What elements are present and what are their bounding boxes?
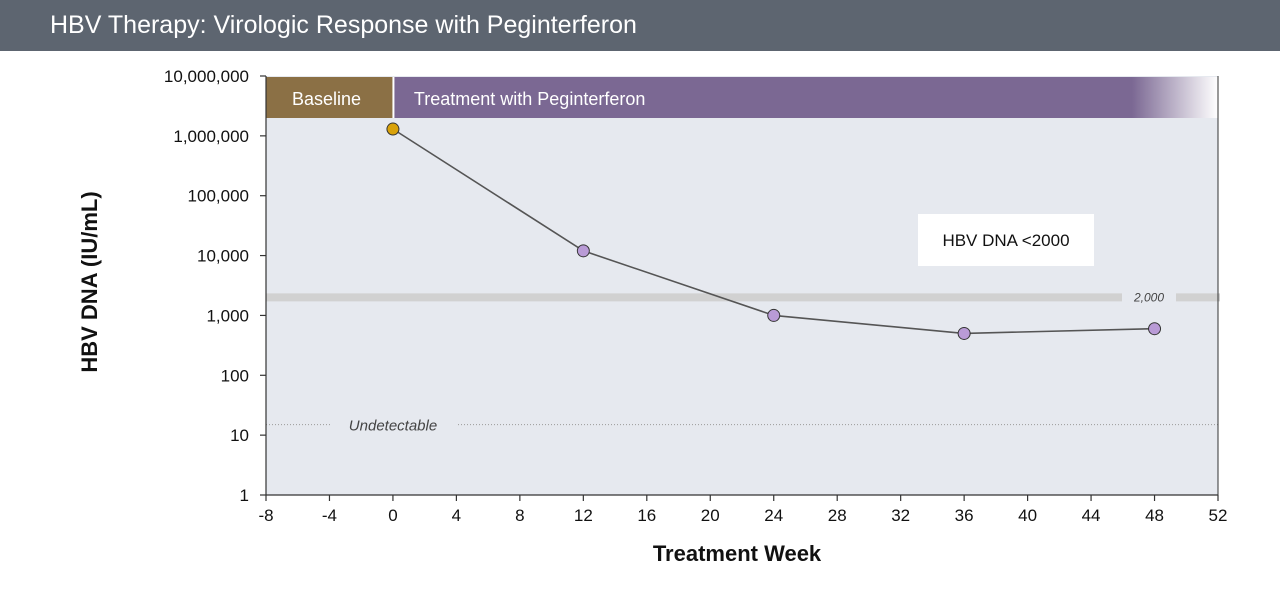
undetectable-label: Undetectable bbox=[349, 418, 437, 435]
x-tick-label: 12 bbox=[574, 506, 593, 525]
x-axis-title: Treatment Week bbox=[653, 541, 822, 566]
x-tick-label: 48 bbox=[1145, 506, 1164, 525]
y-tick-label: 100 bbox=[221, 366, 249, 385]
y-tick-label: 1 bbox=[240, 486, 249, 505]
x-tick-label: 32 bbox=[891, 506, 910, 525]
x-tick-label: 0 bbox=[388, 506, 397, 525]
y-tick-label: 10 bbox=[230, 426, 249, 445]
phase-band-1 bbox=[392, 77, 1133, 118]
y-tick-label: 1,000 bbox=[206, 306, 249, 325]
x-tick-label: 40 bbox=[1018, 506, 1037, 525]
data-point bbox=[386, 122, 400, 136]
data-point bbox=[767, 308, 781, 322]
x-tick-label: -8 bbox=[258, 506, 273, 525]
x-tick-label: 20 bbox=[701, 506, 720, 525]
reference-label-2000: 2,000 bbox=[1133, 290, 1164, 304]
data-point bbox=[1148, 322, 1162, 336]
phase-label-1: Treatment with Peginterferon bbox=[414, 89, 645, 109]
page-title: HBV Therapy: Virologic Response with Peg… bbox=[50, 11, 637, 39]
y-axis-title: HBV DNA (IU/mL) bbox=[77, 191, 102, 372]
annotation-text: HBV DNA <2000 bbox=[942, 231, 1069, 250]
x-tick-label: 52 bbox=[1209, 506, 1228, 525]
x-tick-label: -4 bbox=[322, 506, 337, 525]
title-bar: HBV Therapy: Virologic Response with Peg… bbox=[0, 0, 1280, 51]
x-tick-label: 8 bbox=[515, 506, 524, 525]
phase-label-0: Baseline bbox=[292, 89, 361, 109]
x-tick-label: 28 bbox=[828, 506, 847, 525]
x-tick-label: 36 bbox=[955, 506, 974, 525]
x-tick-label: 4 bbox=[452, 506, 461, 525]
phase-band-0 bbox=[266, 77, 393, 118]
y-tick-label: 10,000,000 bbox=[164, 67, 249, 86]
x-tick-label: 24 bbox=[764, 506, 783, 525]
y-tick-label: 10,000 bbox=[197, 247, 249, 266]
reference-label-bg bbox=[1122, 288, 1176, 307]
data-point bbox=[576, 244, 590, 258]
data-point bbox=[957, 326, 971, 340]
x-tick-label: 44 bbox=[1082, 506, 1101, 525]
plot-background bbox=[266, 76, 1218, 495]
x-tick-label: 16 bbox=[637, 506, 656, 525]
y-tick-label: 100,000 bbox=[188, 187, 249, 206]
annotation-box bbox=[918, 214, 1094, 266]
y-tick-label: 1,000,000 bbox=[173, 127, 249, 146]
phase-band-fade bbox=[1132, 77, 1218, 118]
